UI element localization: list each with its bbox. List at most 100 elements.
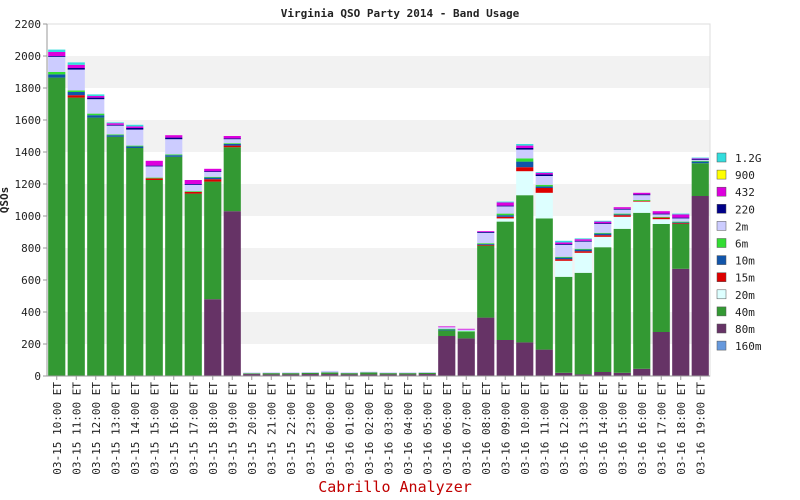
bar-segment-10m [672,222,690,224]
bar-segment-10m [204,177,222,180]
bar-segment-40m [399,373,417,375]
bar-segment-10m [574,249,592,252]
bar-segment-10m [48,74,66,78]
bar-segment-80m [321,374,339,376]
x-tick-label: 03-15 22:00 ET [285,382,298,475]
x-tick-label: 03-16 17:00 ET [655,382,668,475]
bar-segment-2m [243,372,261,374]
y-tick-label: 2000 [15,50,42,63]
bar-segment-6m [574,248,592,250]
legend-swatch-6m [716,238,727,248]
legend-label-160m: 160m [735,340,762,353]
bar-segment-20m [594,236,612,248]
bar-segment-10m [106,135,124,137]
bar-segment-10m [594,233,612,236]
bar-segment-432 [145,160,163,166]
bar-segment-1.2G [106,122,124,124]
bar-segment-40m [106,136,124,376]
y-tick-label: 800 [21,242,41,255]
bar-segment-220 [594,223,612,224]
bar-segment-220 [613,208,631,210]
bar-segment-1.2G [67,62,85,65]
bar-segment-2m [399,372,417,374]
bar-segment-2m [516,149,534,159]
bar-segment-220 [672,217,690,219]
bar-segment-2m [379,372,397,374]
bar-segment-40m [594,247,612,372]
bar-segment-15m [67,95,85,98]
bar-segment-80m [691,196,709,376]
bar-segment-20m [555,260,573,277]
bar-segment-432 [574,239,592,241]
bar-segment-2m [340,372,358,374]
legend-label-1.2G: 1.2G [735,152,762,165]
bar-segment-40m [340,373,358,375]
bar-segment-80m [613,372,631,376]
bar-segment-40m [87,117,105,376]
bar-segment-10m [165,155,183,157]
bar-segment-2m [574,241,592,249]
x-tick-label: 03-15 14:00 ET [129,382,142,475]
bar-segment-220 [204,171,222,172]
bar-segment-80m [438,336,456,376]
bar-segment-2m [555,244,573,257]
bar-segment-10m [691,161,709,164]
bar-segment-220 [126,128,144,130]
bar-segment-220 [574,240,592,242]
bar-segment-6m [516,158,534,162]
x-tick-label: 03-15 16:00 ET [168,382,181,475]
bar-segment-432 [126,126,144,128]
legend-label-2m: 2m [735,220,749,233]
bar-segment-432 [691,158,709,160]
bar-segment-40m [633,212,651,369]
bar-segment-220 [145,165,163,167]
x-tick-label: 03-16 16:00 ET [636,382,649,475]
bar-segment-40m [301,372,319,375]
bar-segment-80m [516,342,534,376]
bar-segment-15m [574,251,592,253]
bar-segment-220 [633,194,651,196]
bar-segment-20m [652,219,670,224]
bar-segment-40m [418,372,436,375]
bar-segment-2m [301,372,319,373]
legend-label-900: 900 [735,169,755,182]
bar-segment-10m [535,186,553,188]
x-tick-label: 03-16 02:00 ET [363,382,376,475]
bar-segment-80m [282,374,300,376]
bar-segment-6m [184,191,202,192]
bar-segment-10m [126,146,144,148]
bar-segment-40m [496,221,514,340]
bar-segment-40m [184,193,202,376]
bar-segment-1.2G [516,144,534,146]
bar-segment-80m [496,340,514,376]
bar-segment-2m [145,166,163,178]
legend-swatch-2m [716,221,727,231]
bar-segment-432 [184,180,202,184]
bar-segment-2m [204,172,222,177]
bar-segment-6m [204,176,222,178]
bar-segment-220 [106,124,124,126]
bar-segment-2m [262,372,280,374]
bar-segment-220 [516,148,534,150]
bar-segment-15m [555,259,573,261]
y-tick-label: 600 [21,274,41,287]
bar-segment-220 [67,68,85,70]
bar-segment-2m [594,224,612,233]
bar-segment-6m [106,134,124,136]
bar-segment-220 [184,184,202,185]
bar-segment-6m [223,143,241,144]
bar-segment-40m [379,373,397,375]
bar-segment-432 [477,231,495,232]
bar-segment-15m [633,200,651,202]
bar-segment-220 [87,97,105,100]
bar-segment-1.2G [574,238,592,240]
bar-segment-15m [516,167,534,172]
bar-segment-20m [535,192,553,219]
legend-swatch-1.2G [716,152,727,163]
bar-segment-80m [672,268,690,376]
bar-segment-15m [223,145,241,148]
bar-segment-15m [652,217,670,220]
bar-segment-80m [477,317,495,376]
bar-segment-40m [126,148,144,376]
